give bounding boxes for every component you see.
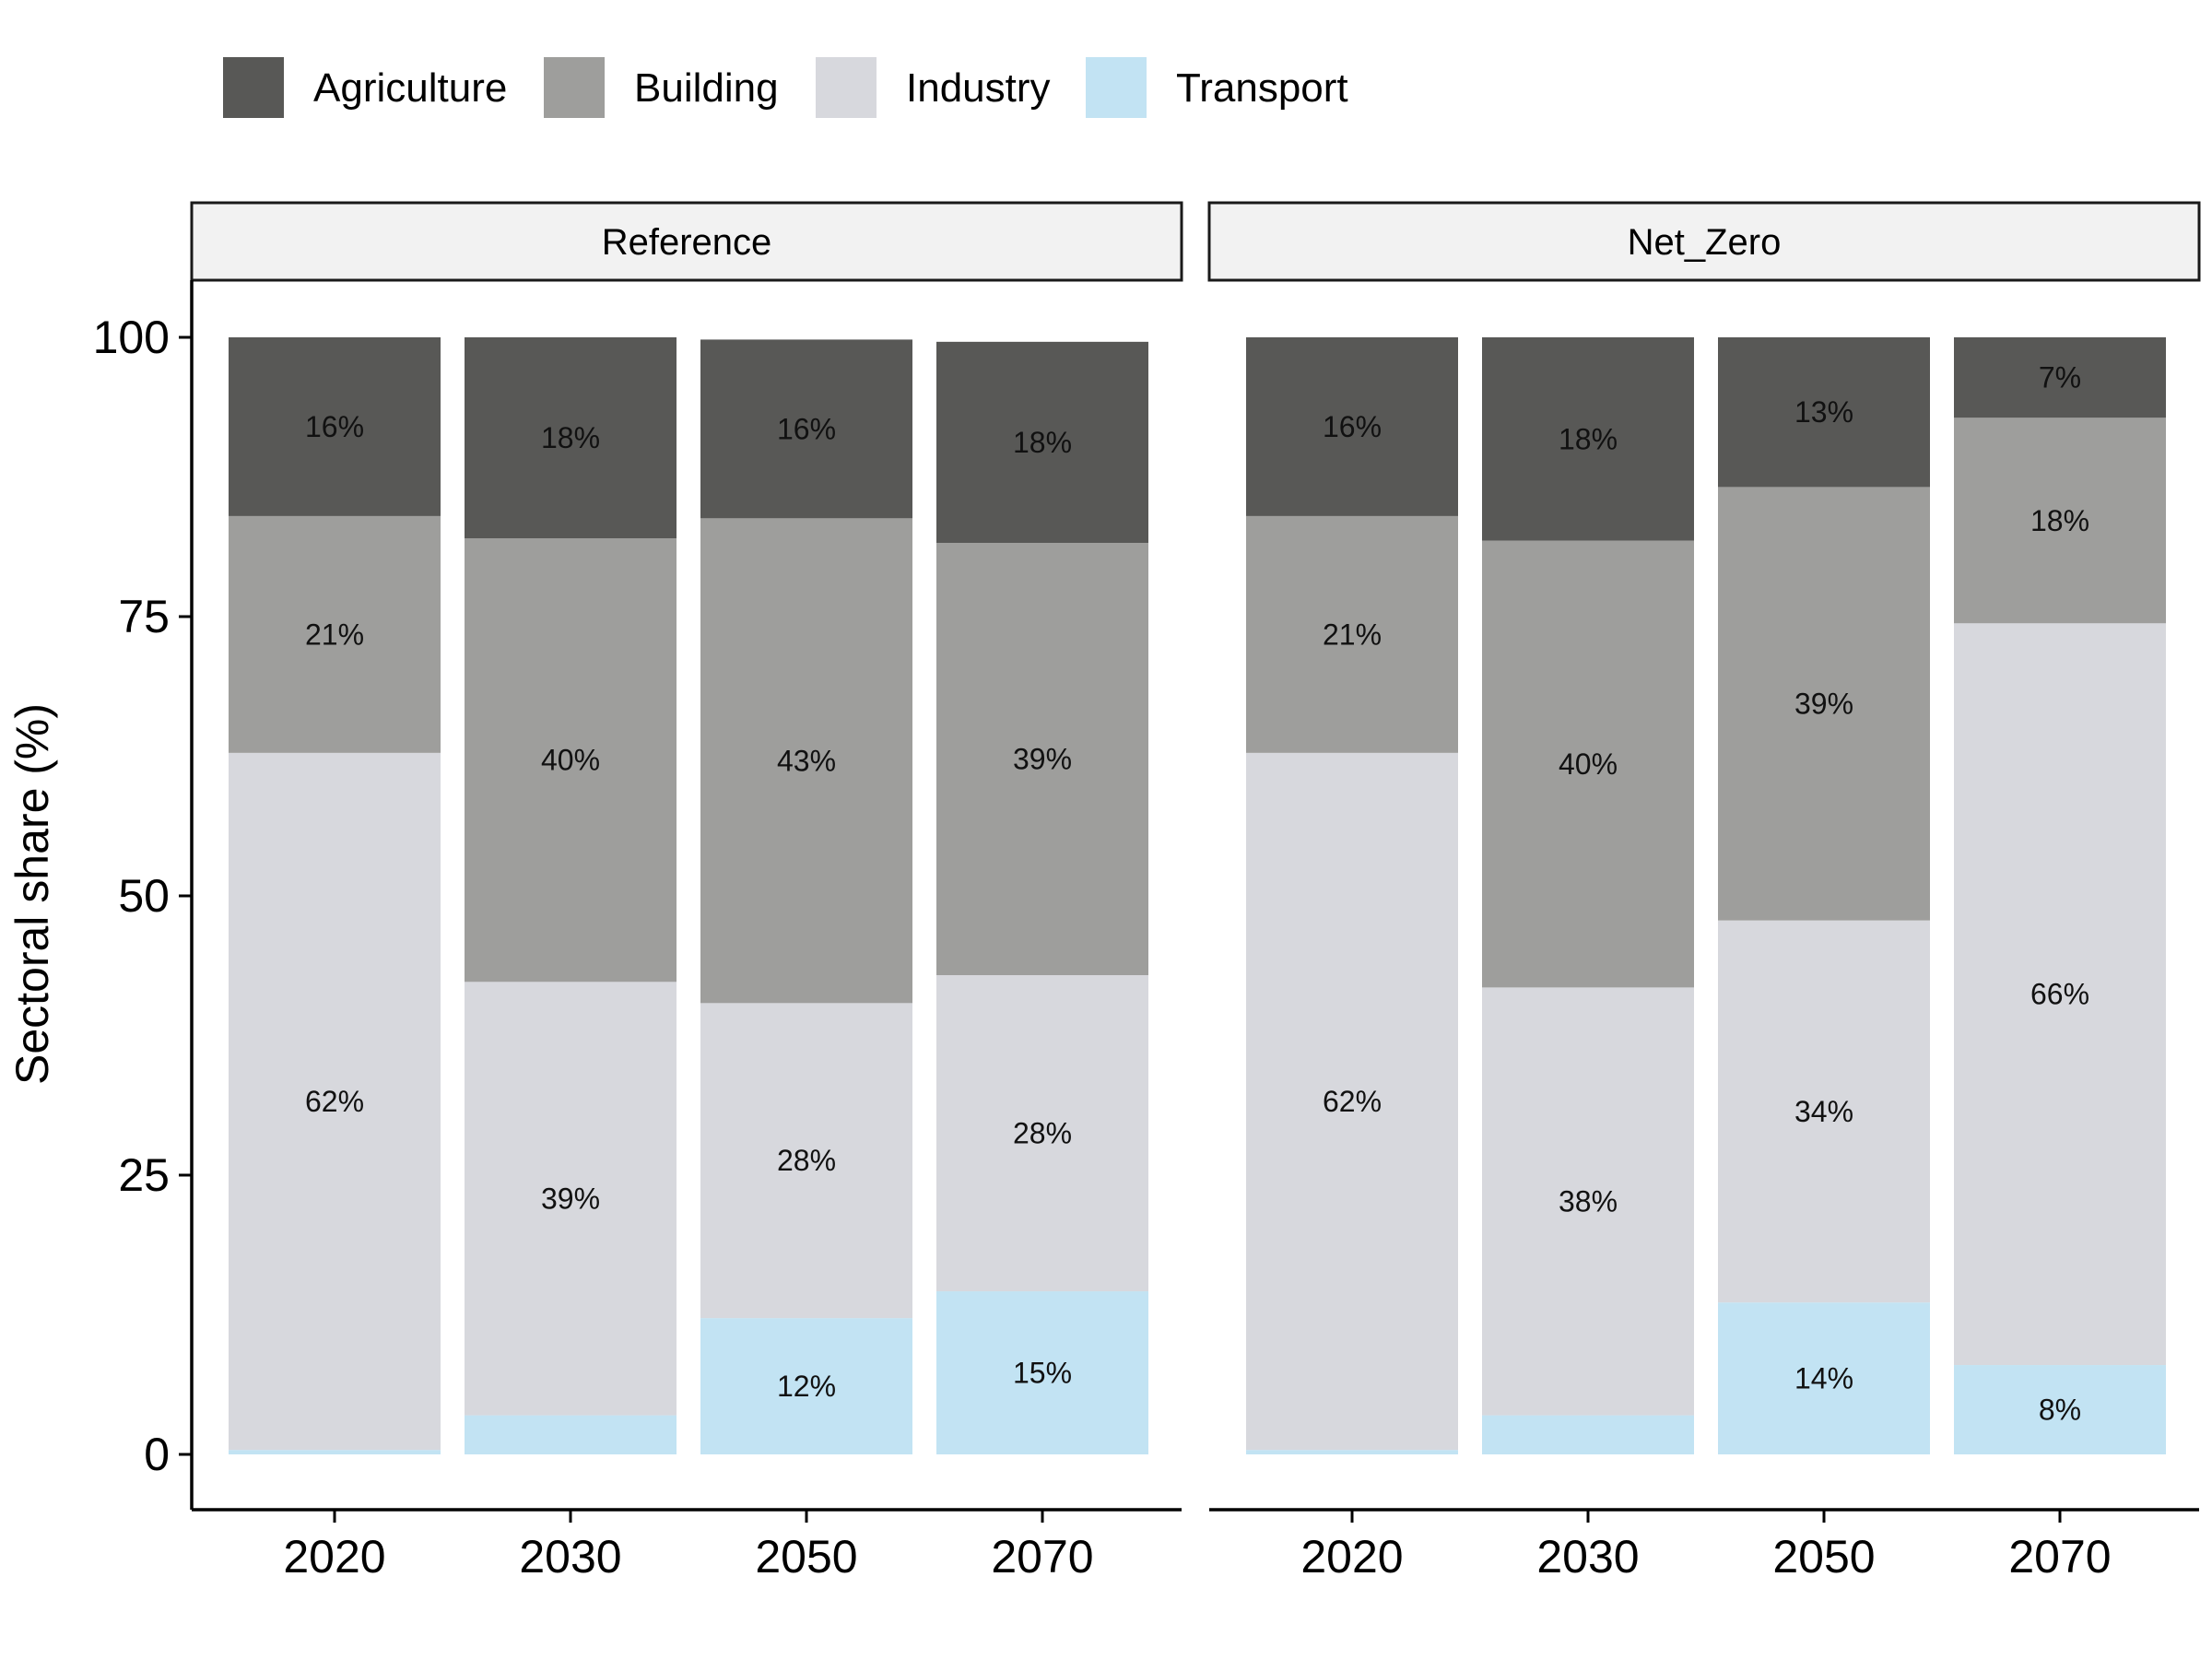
data-label: 38%: [1559, 1184, 1618, 1218]
panel-title: Net_Zero: [1628, 222, 1782, 263]
bar-segment-industry: [936, 975, 1148, 1292]
data-label: 18%: [2030, 504, 2089, 537]
bar-segment-industry: [1246, 752, 1458, 1451]
legend-swatch: [816, 57, 877, 118]
y-tick-label: 100: [93, 312, 170, 363]
data-label: 39%: [541, 1182, 600, 1215]
legend-item-transport: Transport: [1086, 57, 1348, 118]
bar-segment-agriculture: [936, 341, 1148, 544]
bar-segment-agriculture: [1246, 337, 1458, 516]
data-label: 39%: [1013, 743, 1072, 776]
bar-segment-agriculture: [1718, 337, 1930, 488]
bar-segment-transport: [936, 1291, 1148, 1454]
x-tick-label: 2020: [1300, 1531, 1403, 1583]
bar-segment-agriculture: [465, 337, 677, 539]
bar-segment-transport: [1246, 1450, 1458, 1454]
bar-segment-agriculture: [1482, 337, 1694, 541]
bar-segment-building: [1246, 515, 1458, 753]
bar-segment-transport: [465, 1415, 677, 1454]
bar-segment-industry: [465, 982, 677, 1416]
data-label: 13%: [1794, 395, 1853, 429]
bar-segment-building: [936, 543, 1148, 976]
x-tick-label: 2070: [2008, 1531, 2111, 1583]
data-label: 7%: [2039, 361, 2081, 394]
y-tick-label: 25: [118, 1149, 170, 1201]
data-label: 62%: [1323, 1085, 1382, 1118]
x-tick-label: 2030: [1536, 1531, 1639, 1583]
bar-segment-transport: [1954, 1365, 2166, 1454]
data-label: 40%: [541, 744, 600, 777]
data-label: 34%: [1794, 1095, 1853, 1128]
data-label: 43%: [777, 744, 836, 777]
data-label: 8%: [2039, 1394, 2081, 1427]
data-label: 66%: [2030, 978, 2089, 1011]
bar-segment-transport: [1482, 1415, 1694, 1454]
panel-strip: [190, 201, 1183, 282]
bar-segment-building: [1482, 540, 1694, 988]
x-tick-label: 2050: [1772, 1531, 1875, 1583]
legend-label: Industry: [906, 65, 1051, 111]
bar-segment-transport: [700, 1318, 912, 1454]
data-label: 14%: [1794, 1362, 1853, 1395]
legend-label: Agriculture: [313, 65, 507, 111]
data-label: 18%: [1013, 426, 1072, 459]
data-label: 18%: [541, 421, 600, 454]
chart-panels: Reference 62% 21% 16% 2020 39% 40% 18% 2030 12% 28…: [190, 201, 2201, 1583]
legend-swatch: [1086, 57, 1147, 118]
bar-segment-agriculture: [1954, 337, 2166, 418]
x-tick-label: 2070: [991, 1531, 1093, 1583]
data-label: 39%: [1794, 688, 1853, 721]
data-label: 12%: [777, 1370, 836, 1403]
data-label: 28%: [1013, 1117, 1072, 1150]
legend-label: Building: [634, 65, 779, 111]
data-label: 28%: [777, 1144, 836, 1177]
bar-segment-agriculture: [700, 339, 912, 519]
y-tick-label: 75: [118, 591, 170, 642]
y-tick-label: 50: [118, 870, 170, 922]
bar-segment-building: [465, 538, 677, 982]
data-label: 21%: [305, 618, 364, 651]
y-tick-label: 0: [144, 1429, 170, 1480]
panel-reference: Reference 62% 21% 16% 2020 39% 40% 18% 2030 12% 28…: [190, 201, 1183, 1583]
data-label: 16%: [305, 410, 364, 443]
data-label: 62%: [305, 1085, 364, 1118]
data-label: 16%: [1323, 410, 1382, 443]
panel-net-zero: Net_Zero 62% 21% 16% 2020 38% 40% 18% 2030 14% 34%…: [1207, 201, 2201, 1583]
legend-swatch: [544, 57, 605, 118]
bar-segment-building: [1718, 487, 1930, 921]
data-label: 21%: [1323, 618, 1382, 651]
data-label: 15%: [1013, 1357, 1072, 1390]
x-tick-label: 2030: [519, 1531, 621, 1583]
legend-item-industry: Industry: [816, 57, 1051, 118]
y-axis-label: Sectoral share (%): [6, 703, 58, 1085]
bar-segment-building: [1954, 418, 2166, 624]
data-label: 16%: [777, 412, 836, 445]
y-axis: 0 25 50 75 100: [93, 280, 194, 1510]
bar-segment-transport: [229, 1450, 441, 1454]
panel-title: Reference: [602, 222, 772, 263]
data-label: 18%: [1559, 422, 1618, 455]
bar-segment-industry: [1954, 623, 2166, 1366]
legend: Agriculture Building Industry Transport: [223, 57, 1348, 118]
bar-segment-agriculture: [229, 337, 441, 516]
legend-item-building: Building: [544, 57, 779, 118]
bar-segment-building: [229, 515, 441, 753]
bar-segment-industry: [229, 752, 441, 1451]
x-tick-label: 2020: [283, 1531, 385, 1583]
legend-item-agriculture: Agriculture: [223, 57, 507, 118]
legend-label: Transport: [1176, 65, 1348, 111]
data-label: 40%: [1559, 747, 1618, 781]
bar-segment-industry: [700, 1003, 912, 1319]
bar-segment-industry: [1482, 987, 1694, 1416]
panel-strip: [1207, 201, 2201, 282]
bar-segment-industry: [1718, 920, 1930, 1303]
legend-swatch: [223, 57, 284, 118]
x-tick-label: 2050: [755, 1531, 857, 1583]
bar-segment-building: [700, 518, 912, 1004]
bar-segment-transport: [1718, 1302, 1930, 1454]
